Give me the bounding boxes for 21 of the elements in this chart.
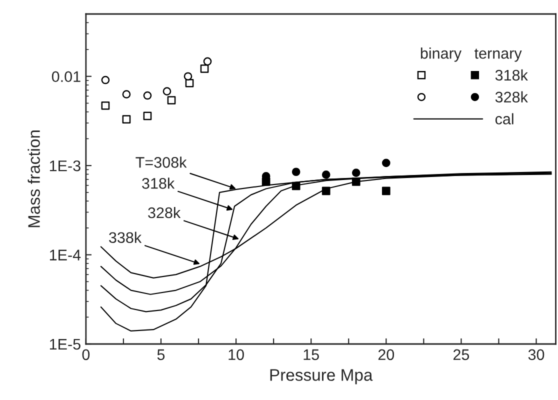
annotation: 338k	[109, 232, 142, 244]
y-tick-label: 1E-4	[50, 250, 81, 260]
y-tick-label: 1E-5	[50, 339, 80, 350]
y-tick-label: 0.01	[52, 71, 80, 82]
x-tick-label: 30	[528, 349, 544, 360]
x-tick-label: 15	[304, 349, 319, 360]
legend-title: binary ternary	[420, 48, 522, 62]
legend-label: 318k	[495, 69, 528, 81]
x-axis-title: Pressure Mpa	[270, 369, 373, 384]
y-tick-label: 1E-3	[50, 160, 80, 172]
x-tick-label: 25	[453, 349, 470, 360]
annotation: 328k	[148, 206, 181, 218]
x-tick-label: 5	[157, 349, 165, 360]
x-tick-label: 0	[82, 349, 90, 360]
legend-label: cal	[495, 113, 514, 124]
annotation: 318k	[142, 178, 175, 189]
x-tick-label: 20	[378, 349, 394, 360]
legend-label: 328k	[495, 91, 528, 103]
annotation: T=308k	[136, 156, 187, 168]
x-tick-label: 10	[228, 349, 244, 360]
y-axis-title: Mass fraction	[28, 130, 40, 228]
